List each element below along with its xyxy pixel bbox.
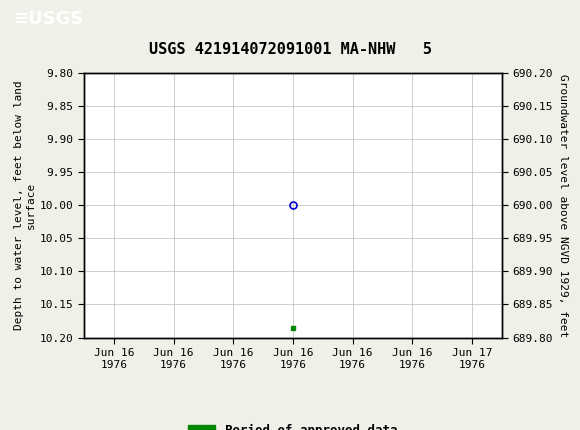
Y-axis label: Depth to water level, feet below land
surface: Depth to water level, feet below land su… — [14, 80, 36, 330]
Text: ≡USGS: ≡USGS — [13, 10, 84, 28]
Legend: Period of approved data: Period of approved data — [183, 419, 403, 430]
Y-axis label: Groundwater level above NGVD 1929, feet: Groundwater level above NGVD 1929, feet — [558, 74, 568, 337]
Text: USGS 421914072091001 MA-NHW   5: USGS 421914072091001 MA-NHW 5 — [148, 42, 432, 57]
